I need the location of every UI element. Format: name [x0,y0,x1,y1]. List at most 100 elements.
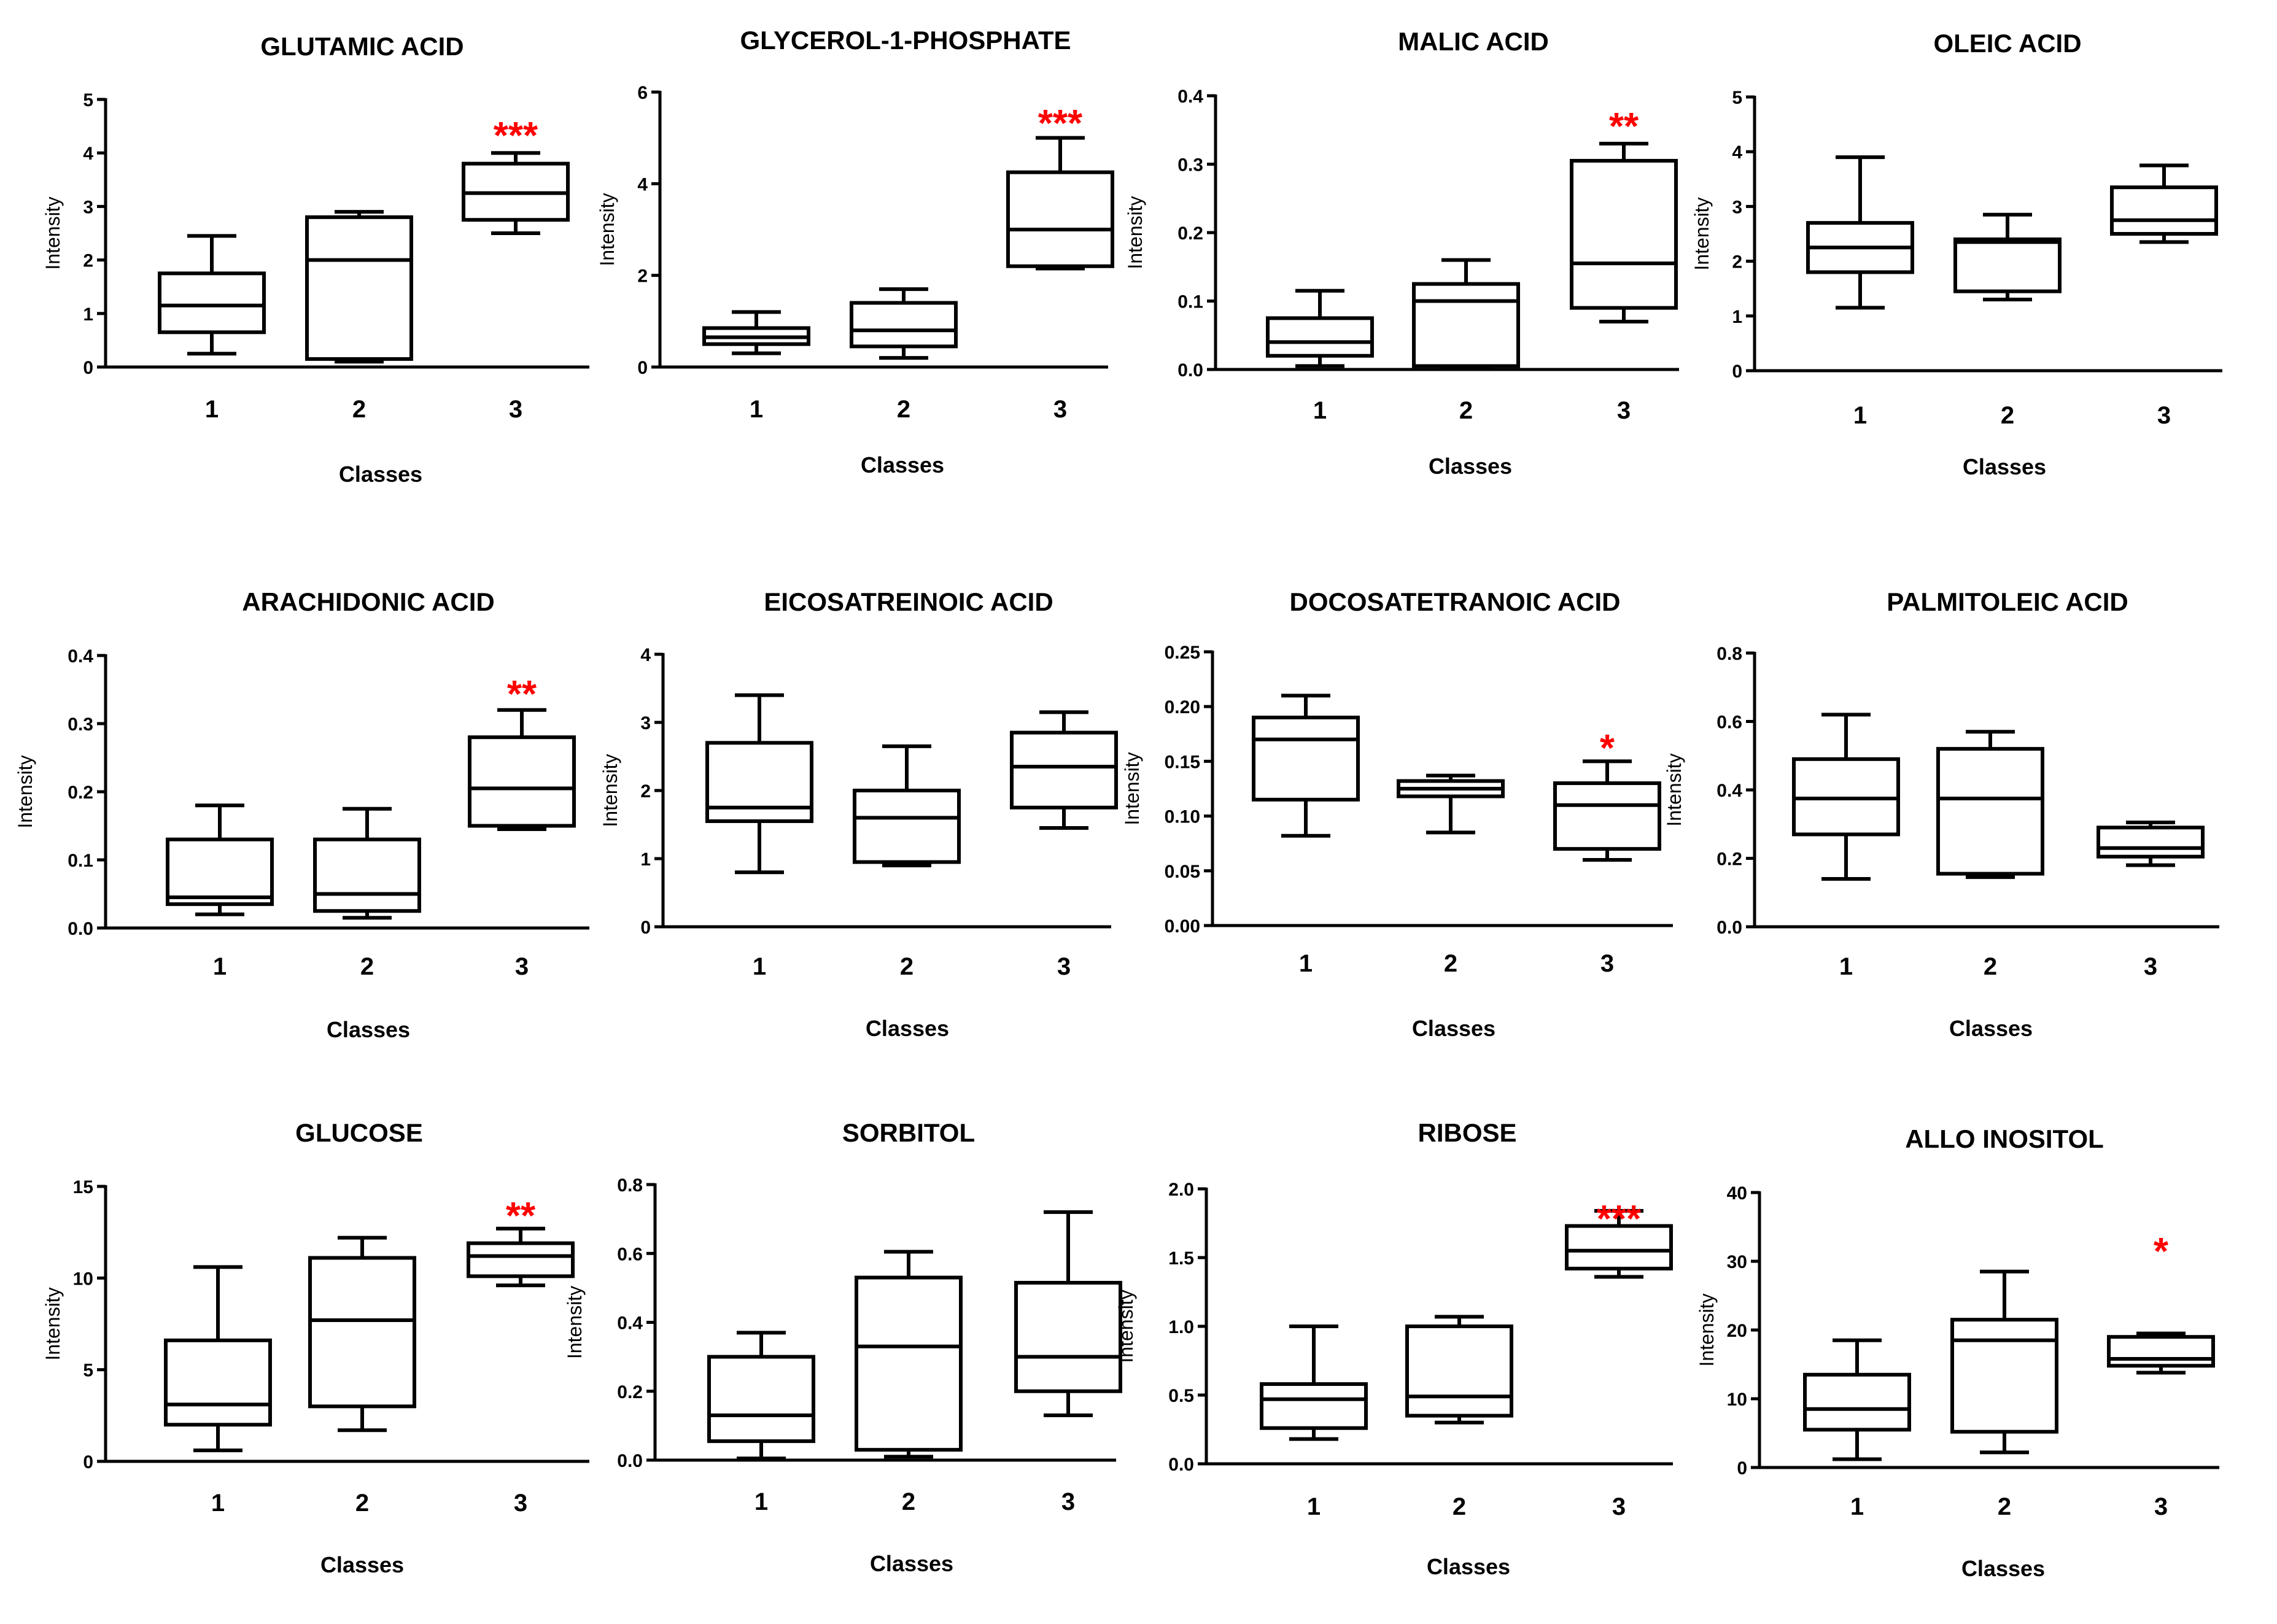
iqr-box [2110,185,2218,236]
y-axis-label: Intensity [564,1286,586,1359]
y-tick-label: 0 [83,358,93,378]
x-tick-label: 1 [1850,1493,1864,1520]
x-tick-label: 1 [750,396,763,423]
iqr-box [1570,158,1678,310]
box-class-1 [164,1265,272,1453]
box-class-1 [166,803,274,916]
x-axis-label: Classes [1412,1016,1495,1041]
y-tick-label: 0 [1737,1458,1747,1479]
chart-title: DOCOSATETRANOIC ACID [1290,587,1621,616]
box-class-1 [702,310,810,355]
y-tick-label: 30 [1727,1252,1747,1272]
x-tick-label: 2 [352,396,366,423]
y-axis-label: Intensity [1691,197,1713,270]
y-tick-label: 2 [640,781,651,802]
y-tick-label: 0.25 [1165,643,1200,663]
x-tick-label: 2 [897,396,910,423]
iqr-box [2097,826,2205,859]
chart-title: GLYCEROL-1-PHOSPHATE [740,26,1071,55]
box-class-2 [1953,212,2062,302]
iqr-box [1010,730,1118,810]
x-tick-label: 1 [754,1488,768,1515]
chart-title: OLEIC ACID [1933,29,2081,58]
iqr-box [1412,282,1520,368]
x-axis-label: Classes [861,452,944,478]
y-tick-label: 0.10 [1165,807,1200,827]
x-axis-label: Classes [1961,1556,2045,1581]
y-tick-label: 0 [640,918,651,938]
iqr-box [308,1256,416,1409]
y-tick-label: 0.2 [1177,223,1203,244]
y-tick-label: 5 [83,1361,93,1381]
x-tick-label: 2 [355,1490,369,1517]
y-tick-label: 0 [1732,362,1742,382]
iqr-box [1006,170,1114,268]
iqr-box [1553,781,1661,851]
box-class-2 [850,287,958,360]
chart-title: SORBITOL [842,1118,975,1147]
x-tick-label: 2 [902,1488,915,1515]
x-axis-label: Classes [870,1551,953,1576]
x-tick-label: 1 [753,953,766,980]
chart-panel-2: GLYCEROL-1-PHOSPHATE 0 2 4 6 Intensity 1 2 3 *** C… [596,26,1114,478]
box-class-2 [313,806,421,920]
x-tick-label: 1 [213,953,227,980]
x-axis-label: Classes [1427,1554,1510,1579]
x-tick-label: 3 [514,1490,527,1517]
iqr-box [1266,316,1374,358]
y-tick-label: 40 [1727,1183,1747,1204]
box-class-1 [1803,1338,1911,1461]
iqr-box [1260,1382,1368,1430]
y-axis-label: Intensity [1115,1290,1137,1363]
y-tick-label: 20 [1727,1321,1747,1341]
chart-panel-7: DOCOSATETRANOIC ACID 0.00 0.05 0.10 0.15 0.20… [1121,587,1673,1041]
y-tick-label: 5 [1732,88,1742,108]
x-tick-label: 2 [2001,402,2014,429]
y-tick-label: 2 [83,251,93,271]
y-axis-label: Intensity [14,755,36,828]
box-class-3 [1565,1208,1673,1279]
y-tick-label: 10 [1727,1390,1747,1410]
box-class-2 [305,210,413,364]
chart-panel-10: SORBITOL 0.0 0.2 0.4 0.6 0.8 Intensity 1 2 3 Class… [564,1118,1122,1576]
y-tick-label: 0.4 [617,1313,643,1334]
x-tick-label: 2 [1998,1493,2011,1520]
iqr-box [1953,237,2062,293]
chart-title: MALIC ACID [1398,27,1549,56]
y-tick-label: 3 [83,197,93,217]
y-tick-label: 0.6 [1716,713,1742,733]
iqr-box [1565,1224,1673,1270]
y-tick-label: 0.0 [1177,360,1203,381]
y-tick-label: 0.2 [68,783,93,803]
box-class-3 [462,151,570,235]
y-tick-label: 0.8 [1716,644,1742,664]
y-tick-label: 0.2 [1716,849,1742,870]
box-class-1 [1260,1324,1368,1441]
y-tick-label: 0.0 [1168,1455,1194,1475]
box-class-3 [1006,136,1114,271]
y-axis-label: Intensity [1663,753,1685,826]
box-class-2 [1412,258,1520,369]
chart-panel-5: ARACHIDONIC ACID 0.0 0.1 0.2 0.3 0.4 Intensity… [14,587,589,1042]
box-class-3 [2107,1331,2215,1375]
box-class-3 [468,708,576,832]
y-tick-label: 0.6 [617,1244,643,1264]
x-tick-label: 1 [1299,950,1313,977]
chart-title: GLUCOSE [295,1118,423,1147]
x-axis-label: Classes [1429,454,1512,479]
box-class-3 [2097,820,2205,867]
iqr-box [313,837,421,913]
significance-marker: * [2154,1231,2169,1273]
y-axis-label: Intensity [1124,196,1146,269]
y-tick-label: 0.4 [1177,87,1203,107]
x-tick-label: 3 [1617,397,1631,424]
y-tick-label: 0.2 [617,1382,643,1402]
chart-panel-8: PALMITOLEIC ACID 0.0 0.2 0.4 0.6 0.8 Intensity… [1663,587,2219,1041]
y-tick-label: 0.0 [68,919,93,939]
box-class-3 [1014,1210,1122,1418]
iqr-box [467,1241,575,1278]
iqr-box [1950,1318,2058,1434]
y-tick-label: 1.5 [1168,1248,1194,1269]
significance-marker: *** [1038,102,1083,145]
